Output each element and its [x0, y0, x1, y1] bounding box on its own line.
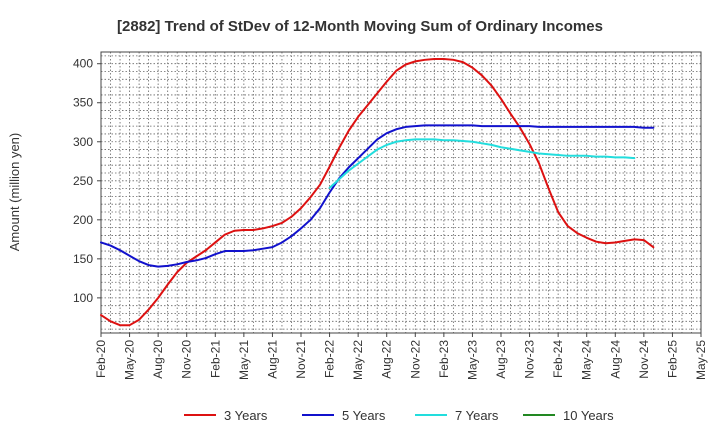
legend-label-3-years: 3 Years: [224, 408, 268, 423]
x-tick-label: Nov-22: [408, 340, 422, 379]
y-tick-label: 350: [73, 96, 93, 110]
x-tick-label: Aug-21: [265, 340, 279, 379]
legend-label-7-years: 7 Years: [455, 408, 499, 423]
x-tick-label: May-21: [237, 340, 251, 380]
x-tick-label: Aug-24: [608, 340, 622, 379]
legend: 3 Years 5 Years 7 Years 10 Years: [184, 408, 614, 423]
y-axis-ticks: 100 150 200 250 300 350 400: [73, 57, 101, 305]
y-tick-label: 300: [73, 135, 93, 149]
x-tick-label: May-24: [580, 340, 594, 380]
legend-label-10-years: 10 Years: [563, 408, 614, 423]
x-tick-label: Feb-25: [665, 340, 679, 378]
series-line-3-years: [100, 58, 655, 327]
y-tick-label: 400: [73, 57, 93, 71]
x-tick-label: Feb-21: [208, 340, 222, 378]
x-tick-label: Nov-23: [523, 340, 537, 379]
series-line-7-years: [328, 138, 636, 189]
x-tick-label: Nov-21: [294, 340, 308, 379]
x-tick-label: Feb-20: [94, 340, 108, 378]
x-tick-label: May-22: [351, 340, 365, 380]
x-tick-label: Aug-20: [151, 340, 165, 379]
x-tick-label: Feb-22: [323, 340, 337, 378]
series-line-5-years: [100, 124, 655, 268]
y-tick-label: 150: [73, 252, 93, 266]
x-tick-label: Feb-24: [551, 340, 565, 378]
x-tick-label: Nov-20: [180, 340, 194, 379]
legend-label-5-years: 5 Years: [342, 408, 386, 423]
x-axis-ticks: Feb-20 May-20 Aug-20 Nov-20 Feb-21 May-21 Aug-…: [94, 333, 708, 380]
y-tick-label: 250: [73, 174, 93, 188]
y-axis-label: Amount (million yen): [7, 133, 22, 252]
x-tick-label: Aug-23: [494, 340, 508, 379]
x-tick-label: May-25: [694, 340, 708, 380]
y-tick-label: 200: [73, 213, 93, 227]
series-layer: [100, 58, 655, 327]
chart-title: [2882] Trend of StDev of 12-Month Moving…: [117, 18, 603, 35]
x-tick-label: May-23: [465, 340, 479, 380]
y-tick-label: 100: [73, 291, 93, 305]
x-tick-label: May-20: [123, 340, 137, 380]
plot-area-frame: [100, 51, 702, 334]
grid: [100, 52, 702, 333]
x-tick-label: Feb-23: [437, 340, 451, 378]
x-tick-label: Aug-22: [380, 340, 394, 379]
x-tick-label: Nov-24: [637, 340, 651, 379]
